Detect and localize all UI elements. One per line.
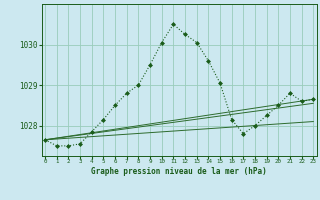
X-axis label: Graphe pression niveau de la mer (hPa): Graphe pression niveau de la mer (hPa)	[91, 167, 267, 176]
